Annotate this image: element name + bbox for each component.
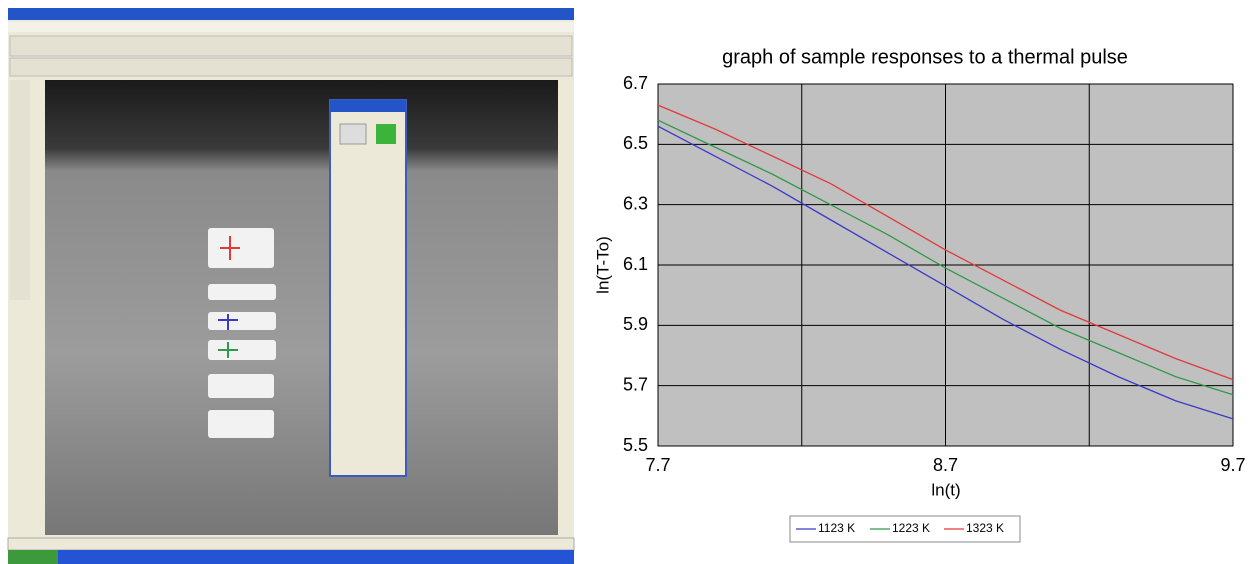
y-tick-label: 5.7 <box>623 374 648 394</box>
series-line <box>657 125 1234 420</box>
legend-label: 1323 K <box>966 521 1004 535</box>
x-tick-label: 8.7 <box>933 455 958 475</box>
x-axis-label: ln(t) <box>931 480 960 499</box>
taskbar <box>8 550 574 564</box>
y-tick-label: 6.5 <box>623 133 648 153</box>
side-toolbar <box>10 80 30 300</box>
legend <box>789 515 1021 543</box>
series-line <box>657 119 1234 396</box>
toolbar <box>9 57 573 77</box>
screenshot <box>7 8 575 564</box>
sample <box>208 284 276 300</box>
cursor <box>218 342 238 358</box>
legend-label: 1223 K <box>892 521 930 535</box>
sample <box>208 312 276 330</box>
status-bar <box>7 537 575 551</box>
y-tick-label: 6.7 <box>623 73 648 93</box>
legend-label: 1123 K <box>818 521 855 535</box>
menu-bar <box>8 22 574 32</box>
thermal-image <box>45 80 558 535</box>
toolbar <box>9 35 573 57</box>
start-button[interactable] <box>339 123 367 145</box>
plot: 5.5 5.7 5.9 6.1 6.3 6.5 6.7 7.7 8.7 9.7 1123 K 1223… <box>623 73 1246 543</box>
series-line <box>657 104 1234 381</box>
cursor <box>218 314 238 330</box>
stop-button[interactable] <box>376 124 396 144</box>
x-tick-label: 7.7 <box>645 455 670 475</box>
capture-dialog <box>329 99 407 477</box>
y-tick-label: 5.9 <box>623 314 648 334</box>
y-axis-label: ln(T-To) <box>593 236 612 294</box>
y-tick-label: 6.1 <box>623 254 648 274</box>
cursor <box>220 236 240 260</box>
sample <box>208 410 274 438</box>
sample <box>208 228 274 268</box>
dialog-title-bar <box>330 100 406 112</box>
title-bar <box>8 8 574 20</box>
y-tick-label: 5.5 <box>623 435 648 455</box>
chart-title: graph of sample responses to a thermal p… <box>722 46 1128 68</box>
x-tick-label: 9.7 <box>1220 455 1245 475</box>
sample <box>208 340 276 360</box>
y-tick-label: 6.3 <box>623 193 648 213</box>
sample <box>208 374 274 398</box>
start-button[interactable] <box>8 550 58 564</box>
